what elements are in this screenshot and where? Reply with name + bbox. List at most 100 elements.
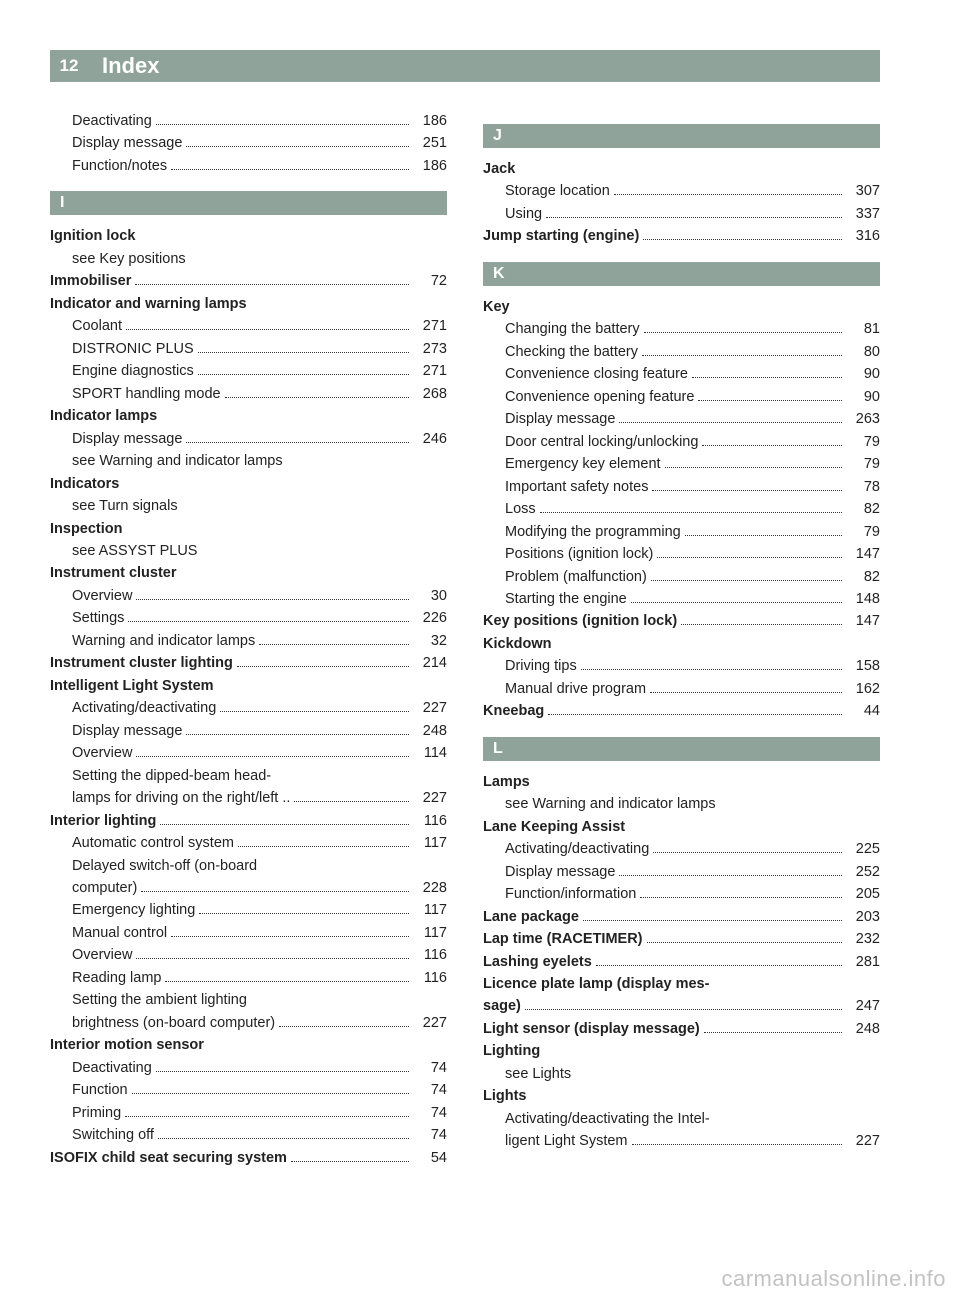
index-entry: Manual control117 — [50, 922, 447, 944]
index-entry: Kneebag44 — [483, 700, 880, 722]
index-entry: DISTRONIC PLUS273 — [50, 338, 447, 360]
index-entry-page: 186 — [413, 155, 447, 177]
index-entry-page: 248 — [846, 1018, 880, 1040]
index-entry-label: Overview — [72, 585, 132, 607]
index-entry-page: 203 — [846, 906, 880, 928]
index-entry: see Warning and indicator lamps — [483, 793, 880, 815]
index-entry-label: Kneebag — [483, 700, 544, 722]
index-entry-page: 205 — [846, 883, 880, 905]
index-entry-label: Instrument cluster — [50, 562, 177, 584]
index-entry: Activating/deactivating227 — [50, 697, 447, 719]
index-entry-page: 90 — [846, 386, 880, 408]
index-entry-page: 316 — [846, 225, 880, 247]
index-entry: Licence plate lamp (display mes-sage)247 — [483, 973, 880, 1018]
index-entry: Warning and indicator lamps32 — [50, 630, 447, 652]
index-entry-page: 225 — [846, 838, 880, 860]
index-entry: Function/notes186 — [50, 155, 447, 177]
index-entry: Modifying the programming 79 — [483, 521, 880, 543]
index-entry-page: 162 — [846, 678, 880, 700]
index-entry: Key positions (ignition lock)147 — [483, 610, 880, 632]
index-entry-page: 79 — [846, 521, 880, 543]
index-entry-label: see ASSYST PLUS — [72, 540, 197, 562]
leader-dots — [141, 882, 409, 892]
index-entry-label: Interior lighting — [50, 810, 156, 832]
index-entry: Deactivating 186 — [50, 110, 447, 132]
index-entry: Starting the engine148 — [483, 588, 880, 610]
index-entry-page: 271 — [413, 315, 447, 337]
index-entry: Lane Keeping Assist — [483, 816, 880, 838]
index-entry-label: Display message — [72, 132, 182, 154]
index-entry-page: 117 — [413, 922, 447, 944]
index-entry: Display message252 — [483, 861, 880, 883]
leader-dots — [653, 843, 842, 853]
index-entry-page: 246 — [413, 428, 447, 450]
watermark: carmanualsonline.info — [721, 1266, 946, 1292]
index-entry-label: Jump starting (engine) — [483, 225, 639, 247]
index-entry-label: Deactivating — [72, 110, 152, 132]
index-entry-label: Licence plate lamp (display mes- — [483, 973, 880, 995]
leader-dots — [685, 525, 842, 535]
index-entry-page: 186 — [413, 110, 447, 132]
index-entry: Display message263 — [483, 408, 880, 430]
index-entry: Display message251 — [50, 132, 447, 154]
index-entry-label: Setting the ambient lighting — [50, 989, 447, 1011]
index-entry-page: 158 — [846, 655, 880, 677]
leader-dots — [596, 955, 842, 965]
index-entry-label: sage) — [483, 995, 521, 1017]
index-entry-label: see Turn signals — [72, 495, 178, 517]
leader-dots — [640, 888, 842, 898]
index-entry-page: 227 — [413, 697, 447, 719]
index-entry-label: Light sensor (display message) — [483, 1018, 700, 1040]
index-entry: Deactivating74 — [50, 1057, 447, 1079]
leader-dots — [631, 593, 842, 603]
leader-dots — [665, 458, 842, 468]
leader-dots — [158, 1129, 409, 1139]
index-entry-label: Lights — [483, 1085, 527, 1107]
index-entry-label: lamps for driving on the right/left .. — [72, 787, 290, 809]
index-entry-label: Using — [505, 203, 542, 225]
index-entry-page: 281 — [846, 951, 880, 973]
index-entry-label: Intelligent Light System — [50, 675, 214, 697]
index-entry: Display message246 — [50, 428, 447, 450]
index-entry-label: ISOFIX child seat securing system — [50, 1147, 287, 1169]
index-entry: Convenience closing feature90 — [483, 363, 880, 385]
index-entry-page: 147 — [846, 610, 880, 632]
leader-dots — [160, 814, 409, 824]
index-entry: Driving tips158 — [483, 655, 880, 677]
index-entry-page: 307 — [846, 180, 880, 202]
leader-dots — [132, 1084, 409, 1094]
index-entry-page: 227 — [413, 1012, 447, 1034]
index-entry-label: see Warning and indicator lamps — [72, 450, 283, 472]
leader-dots — [135, 275, 409, 285]
index-entry-label: ligent Light System — [505, 1130, 628, 1152]
index-entry-label: Activating/deactivating — [505, 838, 649, 860]
index-entry-label: Changing the battery — [505, 318, 640, 340]
index-entry: Lashing eyelets281 — [483, 951, 880, 973]
index-entry: Convenience opening feature90 — [483, 386, 880, 408]
index-entry-label: Lap time (RACETIMER) — [483, 928, 643, 950]
index-entry-page: 79 — [846, 431, 880, 453]
index-entry-label: SPORT handling mode — [72, 383, 221, 405]
index-entry: Activating/deactivating the Intel-ligent… — [483, 1108, 880, 1153]
index-entry-label: see Warning and indicator lamps — [505, 793, 716, 815]
index-entry: Emergency key element79 — [483, 453, 880, 475]
section-letter: K — [483, 262, 880, 286]
index-entry-label: Inspection — [50, 518, 123, 540]
index-entry: Manual drive program162 — [483, 678, 880, 700]
index-entry: Lamps — [483, 771, 880, 793]
leader-dots — [583, 910, 842, 920]
index-entry: Lights — [483, 1085, 880, 1107]
index-entry-label: Modifying the programming — [505, 521, 681, 543]
index-entry: Checking the battery80 — [483, 341, 880, 363]
index-entry-page: 30 — [413, 585, 447, 607]
index-entry-page: 114 — [413, 742, 447, 764]
leader-dots — [237, 657, 409, 667]
index-entry-label: Instrument cluster lighting — [50, 652, 233, 674]
leader-dots — [220, 702, 409, 712]
leader-dots — [136, 590, 409, 600]
index-entry-page: 117 — [413, 899, 447, 921]
index-entry-label: Emergency lighting — [72, 899, 195, 921]
index-entry: Settings226 — [50, 607, 447, 629]
index-entry-page: 268 — [413, 383, 447, 405]
right-column: JJackStorage location307Using337Jump sta… — [483, 110, 880, 1169]
